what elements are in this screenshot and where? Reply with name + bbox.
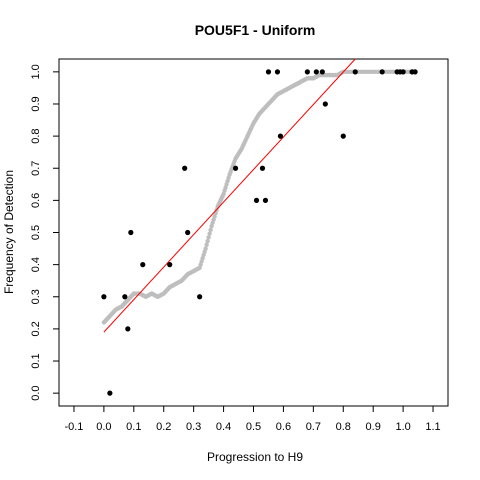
data-point xyxy=(253,197,260,203)
x-tick-label: -0.1 xyxy=(64,421,83,433)
plot-frame xyxy=(58,58,449,407)
data-point xyxy=(232,165,239,171)
chart-title: POU5F1 - Uniform xyxy=(195,22,316,38)
smooth-point xyxy=(206,235,211,240)
x-tick-label: 0.6 xyxy=(276,421,291,433)
smooth-point xyxy=(205,238,210,244)
data-point xyxy=(197,294,203,300)
data-point xyxy=(101,294,107,300)
x-tick-label: 0.5 xyxy=(246,421,261,433)
data-point xyxy=(140,262,146,268)
y-tick-label: 0.6 xyxy=(30,193,42,208)
data-point xyxy=(277,133,284,139)
data-point xyxy=(167,262,173,268)
y-tick-label: 0.7 xyxy=(30,161,42,176)
smooth-point xyxy=(203,246,208,251)
x-tick-label: 0.3 xyxy=(186,421,201,433)
x-tick-label: 0.2 xyxy=(156,421,171,433)
y-tick-label: 0.9 xyxy=(30,96,42,111)
x-axis-title: Progression to H9 xyxy=(207,450,303,464)
data-point xyxy=(107,390,113,396)
data-point xyxy=(259,165,266,171)
y-tick-label: 0.2 xyxy=(30,321,42,336)
smooth-point xyxy=(207,231,212,236)
data-point xyxy=(125,326,131,332)
series-layer xyxy=(101,58,418,396)
data-point xyxy=(400,69,406,75)
x-tick-label: 0.4 xyxy=(216,421,231,433)
data-point xyxy=(352,69,358,75)
x-axis: -0.1 0.0 0.1 0.2 0.3 0.4 0.5 0.6 0.7 0.8 0.9 1.0 1.1 xyxy=(64,406,441,433)
y-tick-label: 0.1 xyxy=(30,353,42,368)
data-point xyxy=(319,69,325,75)
y-tick-label: 0.8 xyxy=(30,128,42,143)
data-point xyxy=(379,69,385,75)
y-tick-label: 0.4 xyxy=(30,257,42,272)
y-axis: 0.0 0.1 0.2 0.3 0.4 0.5 0.6 0.7 0.8 0.9 1.0 xyxy=(30,64,59,401)
data-point xyxy=(182,165,188,171)
smooth-point xyxy=(204,242,209,248)
fit-line xyxy=(103,58,356,333)
y-tick-label: 1.0 xyxy=(30,64,42,79)
y-tick-label: 0.0 xyxy=(30,385,42,400)
data-point xyxy=(340,133,346,139)
x-tick-label: 0.8 xyxy=(336,421,351,433)
x-tick-label: 0.1 xyxy=(126,421,141,433)
data-point xyxy=(412,69,418,75)
y-tick-label: 0.3 xyxy=(30,289,42,304)
x-tick-label: 0.7 xyxy=(306,421,321,433)
y-axis-title: Frequency of Detection xyxy=(2,170,16,294)
x-tick-label: 0.9 xyxy=(366,421,381,433)
data-point xyxy=(122,294,128,300)
data-point xyxy=(304,69,310,75)
data-point xyxy=(265,69,272,75)
data-point xyxy=(262,197,269,203)
smooth-point xyxy=(208,227,213,233)
data-point xyxy=(322,101,328,107)
x-tick-label: 1.0 xyxy=(395,421,410,433)
x-tick-label: 1.1 xyxy=(425,421,440,433)
data-point xyxy=(128,229,134,236)
data-point xyxy=(274,69,281,75)
y-tick-label: 0.5 xyxy=(30,225,42,240)
x-tick-label: 0.0 xyxy=(96,421,111,433)
data-point xyxy=(185,229,191,236)
data-point xyxy=(313,69,319,75)
